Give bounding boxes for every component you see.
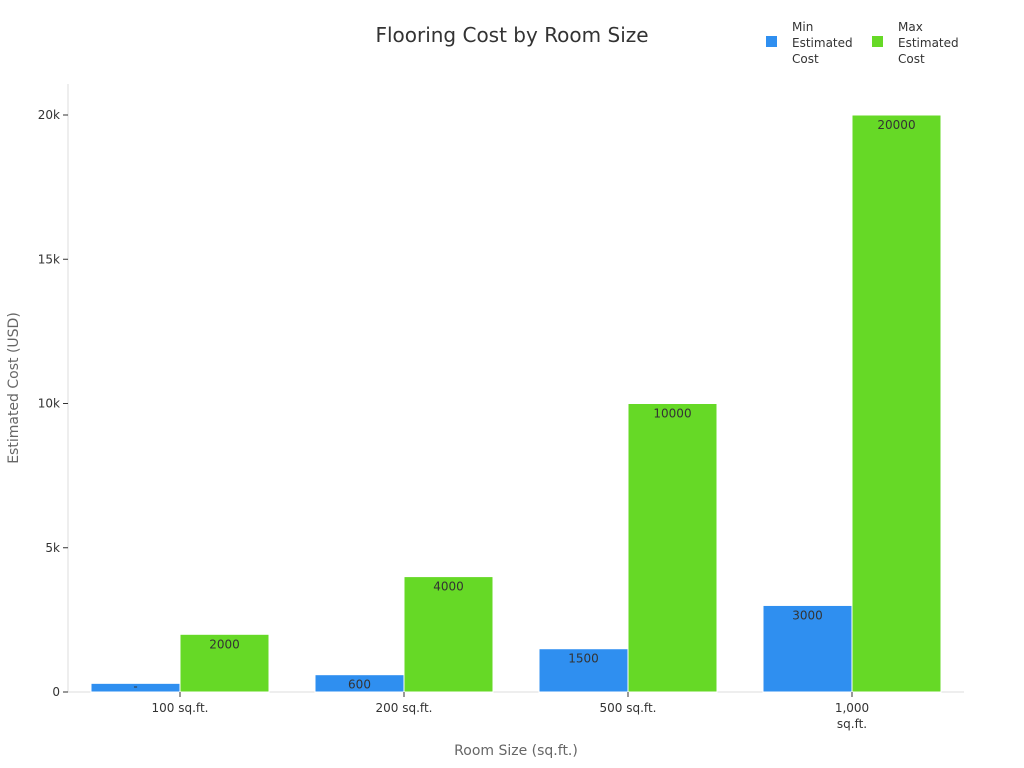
legend-label: Max Estimated Cost [898, 20, 959, 66]
bar-max-1[interactable] [403, 576, 494, 693]
bar-min-2[interactable] [538, 648, 629, 693]
bar-max-3[interactable] [851, 114, 942, 693]
y-axis-ticks: 0 5k 10k 15k 20k [38, 108, 68, 699]
x-axis-ticks: 100 sq.ft. 200 sq.ft. 500 sq.ft. 1,000 sq.ft… [152, 692, 869, 731]
bar-min-3[interactable] [762, 604, 853, 693]
y-tick-label: 20k [38, 108, 60, 122]
chart-title: Flooring Cost by Room Size [375, 23, 648, 47]
bar-value-label: 600 [348, 678, 371, 692]
x-tick-label: 500 sq.ft. [600, 701, 657, 715]
bars [90, 114, 942, 693]
y-tick-label: 5k [45, 541, 60, 555]
x-tick-label: 1,000 sq.ft. [835, 701, 869, 731]
y-axis-title: Estimated Cost (USD) [6, 312, 22, 464]
y-tick-label: 15k [38, 252, 60, 266]
bar-value-label: 10000 [653, 407, 691, 421]
legend-swatch [766, 36, 777, 47]
legend-swatch [872, 36, 883, 47]
x-tick-label: 200 sq.ft. [376, 701, 433, 715]
bar-value-label: 1500 [568, 652, 599, 666]
y-tick-label: 0 [52, 685, 60, 699]
y-tick-label: 10k [38, 397, 60, 411]
bar-value-label: - [133, 679, 137, 693]
bar-labels: - 2000 600 4000 1500 10000 3000 20000 [133, 118, 915, 693]
x-axis-title: Room Size (sq.ft.) [454, 743, 578, 759]
bar-max-2[interactable] [627, 403, 718, 693]
bar-max-0[interactable] [179, 633, 270, 693]
bar-value-label: 2000 [209, 637, 240, 651]
legend: Min Estimated Cost Max Estimated Cost [766, 20, 959, 66]
bar-value-label: 4000 [433, 580, 464, 594]
bar-value-label: 20000 [877, 118, 915, 132]
legend-label: Min Estimated Cost [792, 20, 853, 66]
bar-value-label: 3000 [792, 608, 823, 622]
x-tick-label: 100 sq.ft. [152, 701, 209, 715]
